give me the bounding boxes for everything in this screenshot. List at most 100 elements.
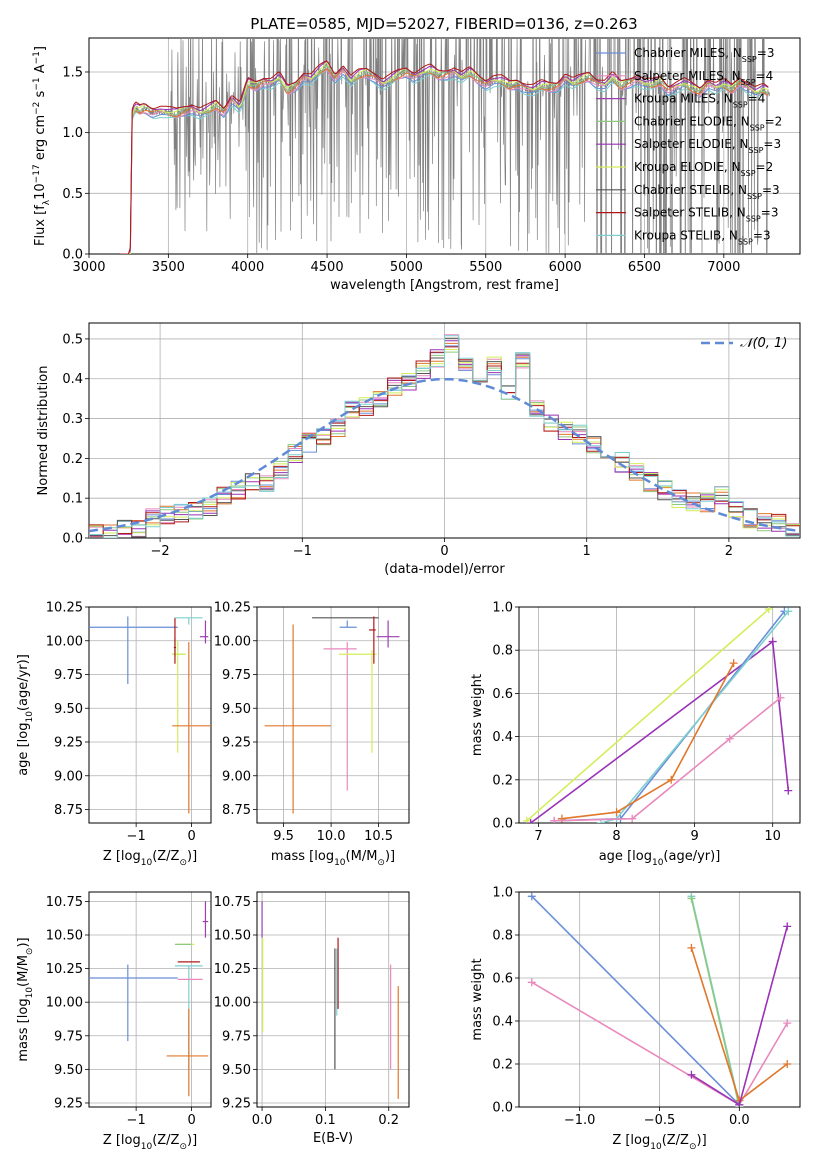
- legend-entry: 𝒩(0, 1): [740, 336, 787, 351]
- legend-entry-sep: ,: [721, 228, 729, 242]
- spectrum-y-axis-label-part: −2: [32, 102, 42, 115]
- weight-line: [531, 895, 740, 1106]
- weight-marker: [784, 786, 793, 795]
- mass_vs_Z-x-axis-label-part: 10: [141, 1142, 153, 1152]
- mass_vs_Z-x-tick-label: −1: [127, 1113, 146, 1128]
- mass_vs_ebv-y-tick-label: 9.50: [222, 1063, 251, 1078]
- legend-entry-n-symbol: N: [739, 137, 748, 151]
- residuals-x-tick-label: 1: [583, 544, 591, 559]
- mass_vs_Z-y-axis-label-part: mass [log: [16, 998, 31, 1061]
- mass_vs_ebv-x-tick-label: 0.1: [315, 1113, 336, 1128]
- errorbar-point: [172, 642, 211, 814]
- legend-entry-name: Kroupa MILES: [634, 92, 716, 106]
- errorbar-point: [338, 650, 377, 753]
- legend-entry-eq: =: [762, 183, 772, 197]
- spectrum-x-tick-label: 7000: [707, 260, 740, 275]
- legend-entry-eq: =: [748, 92, 758, 106]
- errorbar-point: [174, 617, 203, 625]
- mass_vs_Z-y-tick-label: 9.25: [54, 1096, 83, 1111]
- spectrum-y-axis-label-part: −1: [32, 51, 42, 64]
- age_vs_Z-x-axis-label-part: )]: [187, 849, 197, 864]
- legend-entry-n-symbol: N: [741, 114, 750, 128]
- spectrum-lines: [120, 38, 771, 254]
- mass_vs_ebv-x-tick-label: 0.0: [252, 1113, 273, 1128]
- errorbar-point: [89, 616, 178, 684]
- weight_vs_age-y-axis-label: mass weight: [470, 674, 485, 756]
- weight_vs_age-x-tick-label: 10: [764, 829, 781, 844]
- mass_vs_ebv-y-tick-label: 9.25: [222, 1096, 251, 1111]
- weight_vs_Z-x-tick-label: 0.0: [729, 1113, 750, 1128]
- residuals-y-tick-label: 0.4: [62, 372, 83, 387]
- residuals-y-axis-label: Normed distribution: [36, 366, 51, 496]
- weight-marker: [784, 607, 793, 616]
- age_vs_Z-y-tick-label: 8.75: [54, 803, 83, 818]
- age_vs_Z-y-tick-label: 10.25: [46, 601, 83, 616]
- weight-marker: [735, 1100, 744, 1107]
- legend-entry-count: 4: [758, 92, 766, 106]
- residuals-y-tick-label: 0.2: [62, 452, 83, 467]
- age_vs_mass-axes: 9.5 10.0 10.5 8.75 9.00 9.25 9.50 9.75 10.00 10.2…: [214, 601, 410, 868]
- age_vs_Z-points: [89, 616, 211, 814]
- age_vs_Z-y-tick-label: 9.25: [54, 736, 83, 751]
- residuals-frame: [88, 322, 801, 539]
- age_vs_mass-x-tick-label: 9.5: [273, 829, 294, 844]
- spectrum-x-tick-label: 3500: [152, 260, 185, 275]
- spectrum-y-axis-label-part: −17: [32, 164, 42, 183]
- weight_vs_Z-x-axis-label-part: ⊙: [689, 1142, 697, 1152]
- spectrum-y-axis-label-part: Flux [: [33, 210, 48, 246]
- legend-entry-count: 2: [775, 114, 783, 128]
- age_vs_mass-x-tick-label: 10.0: [317, 829, 346, 844]
- errorbar-point: [376, 620, 400, 648]
- weight-line: [690, 898, 741, 1107]
- spectrum-x-tick-label: 5500: [469, 260, 502, 275]
- weight_vs_Z-y-tick-label: 0.6: [492, 972, 513, 987]
- age_vs_mass-x-axis-label-part: 10: [334, 858, 346, 868]
- weight_vs_Z-x-axis-label: Z [log10(Z/Z⊙)]: [612, 1133, 706, 1152]
- legend-entry-ssp: SSP: [742, 55, 757, 64]
- spectrum-x-tick-label: 3000: [72, 260, 105, 275]
- age_vs_mass-y-tick-label: 10.25: [214, 601, 251, 616]
- spectrum-x-tick-label: 6000: [549, 260, 582, 275]
- spectrum-x-axis-label: wavelength [Angstrom, rest frame]: [330, 278, 559, 293]
- age_vs_Z-y-axis-label-part: 10: [25, 711, 35, 723]
- weight_vs_Z-y-tick-label: 1.0: [492, 886, 513, 901]
- age_vs_Z-y-tick-label: 9.50: [54, 702, 83, 717]
- weight-marker: [612, 808, 621, 817]
- age_vs_mass-points: [264, 616, 400, 814]
- age_vs_mass-y-tick-label: 8.75: [222, 803, 251, 818]
- mass_vs_Z-y-axis-label: mass [log10(M/M⊙)]: [16, 937, 35, 1061]
- legend-entry-sep: ,: [725, 46, 733, 60]
- spectrum-y-tick-label: 1.0: [62, 126, 83, 141]
- legend-entry: Chabrier ELODIE, NSSP=2: [634, 114, 782, 131]
- figure-title: PLATE=0585, MJD=52027, FIBERID=0136, z=0…: [250, 15, 637, 33]
- plots-layer: 3000 3500 4000 4500 5000 5500 6000 6500 70000.00…: [16, 37, 801, 1152]
- mass_vs_Z-x-tick-label: 0: [187, 1113, 195, 1128]
- age_vs_Z-x-axis-label: Z [log10(Z/Z⊙)]: [103, 849, 197, 868]
- mass_vs_Z-y-tick-label: 10.25: [46, 962, 83, 977]
- mass_vs_ebv-x-tick-label: 0.2: [378, 1113, 399, 1128]
- weight_vs_Z-x-axis-label-part: )]: [697, 1133, 707, 1148]
- weight_vs_Z-axes: −1.0 −0.5 0.0 0.0 0.2 0.4 0.6 0.8 1.0 Z [log10(Z/…: [470, 886, 801, 1152]
- spectrum-y-axis-label-part: ]: [33, 46, 48, 51]
- residuals-y-tick-label: 0.0: [62, 532, 83, 547]
- age_vs_mass-y-tick-label: 9.75: [222, 668, 251, 683]
- age_vs_mass-x-tick-label: 10.5: [364, 829, 393, 844]
- mass_vs_Z-y-tick-label: 10.50: [46, 929, 83, 944]
- mass_vs_Z-y-axis-label-part: 10: [25, 987, 35, 999]
- observed-spectrum-line: [120, 38, 771, 254]
- legend-entry-n-symbol: N: [738, 183, 747, 197]
- weight_vs_age-y-tick-label: 0.2: [492, 773, 513, 788]
- weight_vs_age-x-tick-label: 9: [690, 829, 698, 844]
- weight-line: [554, 697, 782, 822]
- legend-entry-eq: =: [756, 69, 766, 83]
- legend-entry: Salpeter STELIB, NSSP=3: [634, 206, 778, 224]
- legend-entry-name: Salpeter STELIB: [634, 206, 729, 220]
- spectrum-y-tick-label: 0.0: [62, 248, 83, 263]
- legend-entry-ssp: SSP: [747, 191, 762, 200]
- legend-entry-sep: ,: [733, 114, 741, 128]
- mass_vs_Z-y-axis-label-part: (M/M: [16, 955, 31, 987]
- mass_vs_Z-x-axis-label-part: Z [log: [103, 1133, 141, 1148]
- weight_vs_Z-x-axis-label-part: 10: [650, 1142, 662, 1152]
